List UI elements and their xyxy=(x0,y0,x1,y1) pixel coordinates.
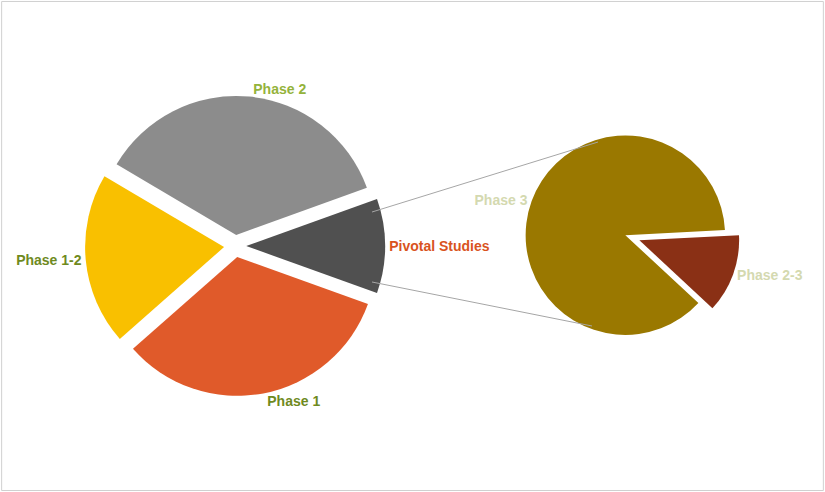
svg-text:Phase 1-2: Phase 1-2 xyxy=(16,252,82,268)
svg-text:Phase 3: Phase 3 xyxy=(475,192,528,208)
svg-text:Phase 1: Phase 1 xyxy=(267,393,320,409)
svg-text:Phase 2-3: Phase 2-3 xyxy=(737,267,803,283)
svg-text:Pivotal Studies: Pivotal Studies xyxy=(389,238,490,254)
svg-text:Phase 2: Phase 2 xyxy=(253,81,306,97)
